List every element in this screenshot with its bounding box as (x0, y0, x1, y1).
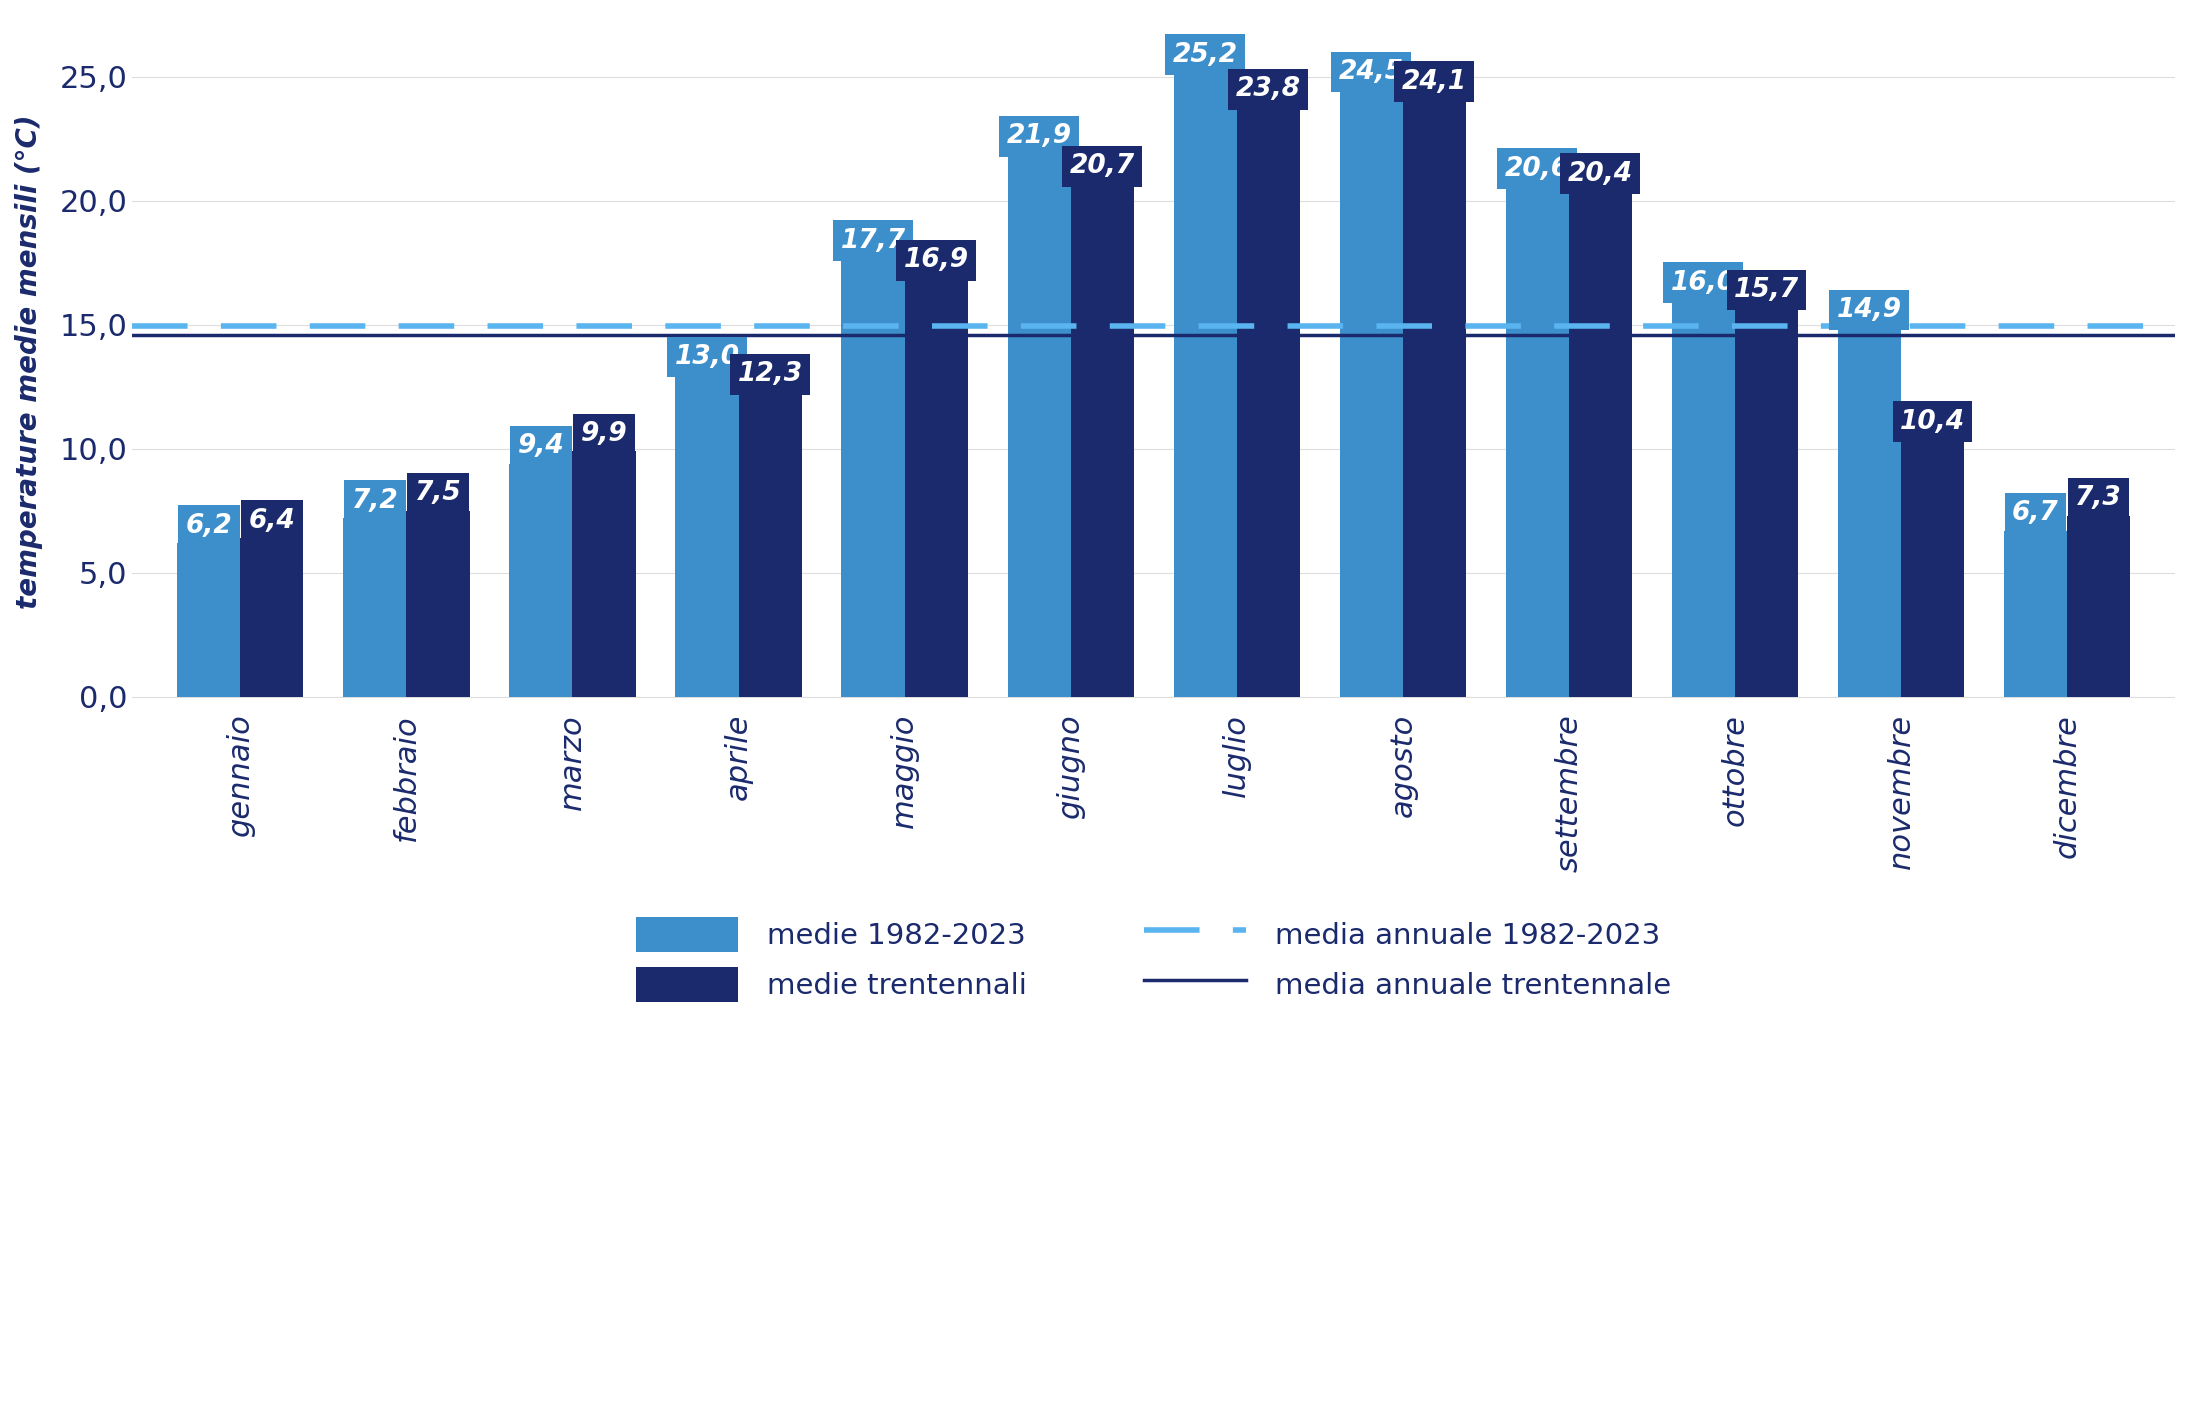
Text: 6,4: 6,4 (247, 508, 296, 533)
Bar (1071, 184, 1134, 697)
Bar (1237, 107, 1301, 697)
Bar (841, 258, 904, 697)
Bar (1174, 72, 1237, 697)
Text: 7,3: 7,3 (2076, 485, 2122, 511)
Text: 16,0: 16,0 (1671, 269, 1737, 296)
Bar (1404, 100, 1465, 697)
Text: 20,6: 20,6 (1505, 156, 1570, 181)
Text: 17,7: 17,7 (841, 227, 907, 254)
Text: 14,9: 14,9 (1837, 297, 1901, 323)
Bar (2004, 530, 2067, 697)
Bar (675, 375, 738, 697)
Text: 7,5: 7,5 (414, 480, 462, 506)
Bar (1507, 187, 1568, 697)
Text: 13,0: 13,0 (675, 344, 740, 370)
Text: 20,4: 20,4 (1568, 160, 1634, 187)
Text: 16,9: 16,9 (904, 247, 968, 274)
Text: 7,2: 7,2 (350, 488, 399, 513)
Text: 10,4: 10,4 (1901, 408, 1964, 435)
Text: 24,5: 24,5 (1338, 59, 1404, 86)
Text: 20,7: 20,7 (1069, 153, 1134, 180)
Text: 21,9: 21,9 (1007, 123, 1071, 149)
Bar (1734, 307, 1798, 697)
Y-axis label: temperature medie mensili (°C): temperature medie mensili (°C) (15, 115, 44, 609)
Text: 6,7: 6,7 (2013, 501, 2059, 526)
Bar (1901, 439, 1964, 697)
Bar (407, 511, 469, 697)
Bar (241, 539, 304, 697)
Bar (904, 278, 968, 697)
Text: 6,2: 6,2 (186, 512, 232, 539)
Bar (572, 452, 635, 697)
Bar (1568, 191, 1632, 697)
Bar (2067, 516, 2131, 697)
Bar (510, 464, 572, 697)
Text: 9,9: 9,9 (580, 421, 626, 448)
Text: 23,8: 23,8 (1235, 76, 1301, 102)
Bar (1671, 300, 1734, 697)
Bar (344, 518, 407, 697)
Bar (1007, 154, 1071, 697)
Legend: medie 1982-2023, medie trentennali, media annuale 1982-2023, media annuale trent: medie 1982-2023, medie trentennali, medi… (624, 905, 1682, 1014)
Bar (1340, 90, 1404, 697)
Text: 25,2: 25,2 (1172, 42, 1237, 67)
Text: 12,3: 12,3 (738, 362, 804, 387)
Bar (1837, 327, 1901, 697)
Text: 9,4: 9,4 (517, 434, 565, 459)
Text: 15,7: 15,7 (1734, 278, 1798, 303)
Bar (738, 391, 802, 697)
Text: 24,1: 24,1 (1402, 69, 1467, 95)
Bar (177, 543, 241, 697)
